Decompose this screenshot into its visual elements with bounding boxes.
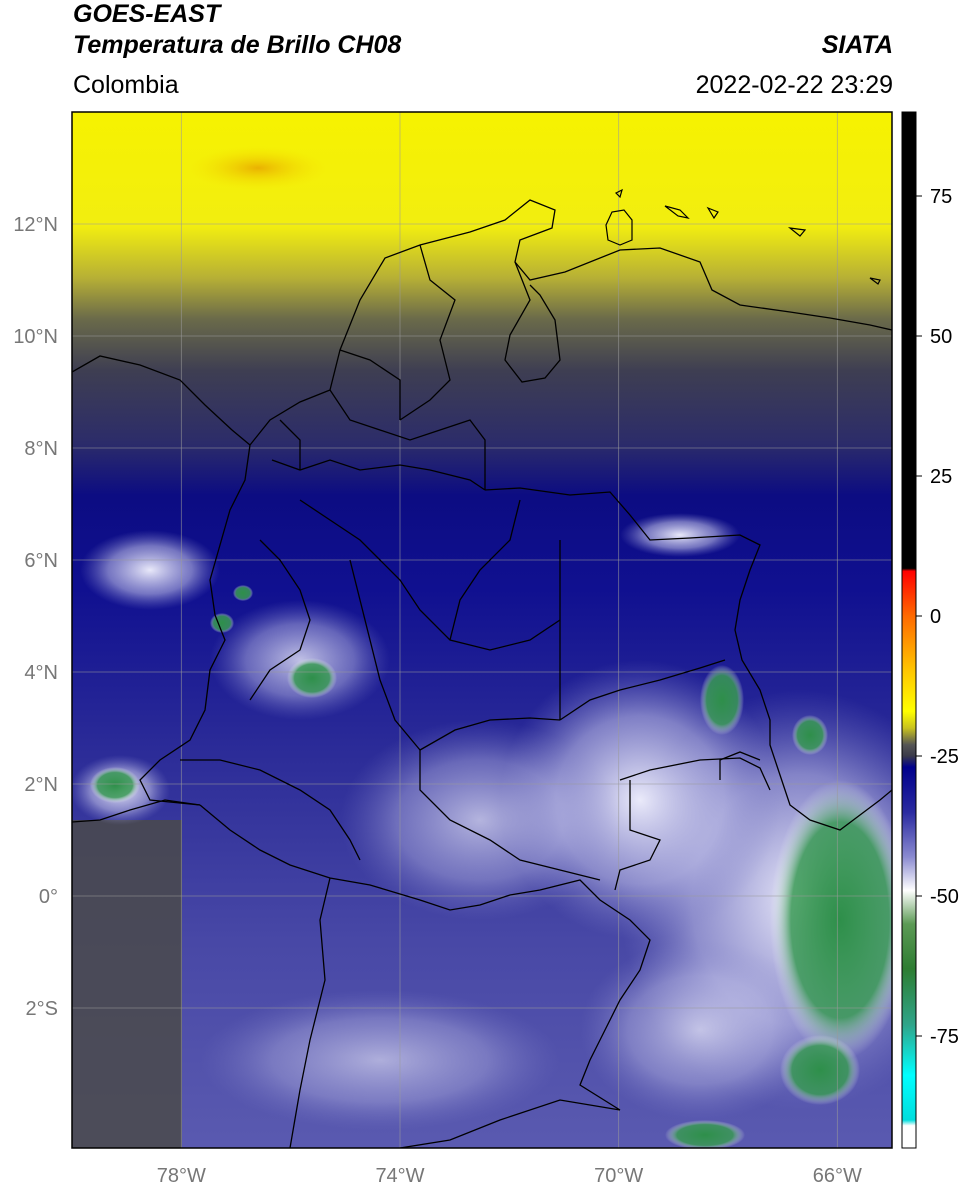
map-canvas xyxy=(72,112,892,1148)
colorbar-tick-label: -25 xyxy=(930,746,959,768)
longitude-tick-label: 78°W xyxy=(157,1165,206,1187)
longitude-tick-label: 70°W xyxy=(594,1165,643,1187)
latitude-tick-label: 0° xyxy=(39,886,58,908)
latitude-ticks: 12°N 10°N 8°N 6°N 4°N 2°N 0° 2°S xyxy=(13,214,58,1020)
organization-label: SIATA xyxy=(821,31,893,59)
satellite-title: GOES-EAST xyxy=(73,0,221,28)
graticule xyxy=(72,112,892,1148)
latitude-tick-label: 2°N xyxy=(24,774,58,796)
latitude-tick-label: 10°N xyxy=(13,326,58,348)
latitude-tick-label: 8°N xyxy=(24,438,58,460)
timestamp-label: 2022-02-22 23:29 xyxy=(695,71,893,99)
latitude-tick-label: 2°S xyxy=(26,998,58,1020)
product-title: Temperatura de Brillo CH08 xyxy=(73,31,402,59)
latitude-tick-label: 12°N xyxy=(13,214,58,236)
map-frame xyxy=(71,111,893,1149)
colorbar-tick-label: -50 xyxy=(930,886,959,908)
colorbar-tick-label: 50 xyxy=(930,326,952,348)
colorbar-tick-label: 75 xyxy=(930,186,952,208)
colorbar-ticks: 75 50 25 0 -25 -50 -75 xyxy=(916,186,959,1048)
colorbar-tick-label: -75 xyxy=(930,1026,959,1048)
longitude-tick-label: 66°W xyxy=(813,1165,862,1187)
latitude-tick-label: 6°N xyxy=(24,550,58,572)
colorbar xyxy=(901,111,917,1149)
country-borders xyxy=(72,199,892,1148)
colorbar-tick-label: 0 xyxy=(930,606,941,628)
longitude-ticks: 78°W 74°W 70°W 66°W xyxy=(157,1165,862,1187)
colorbar-tick-label: 25 xyxy=(930,466,952,488)
islands-coast xyxy=(605,188,881,285)
latitude-tick-label: 4°N xyxy=(24,662,58,684)
longitude-tick-label: 74°W xyxy=(375,1165,424,1187)
region-label: Colombia xyxy=(73,71,179,99)
